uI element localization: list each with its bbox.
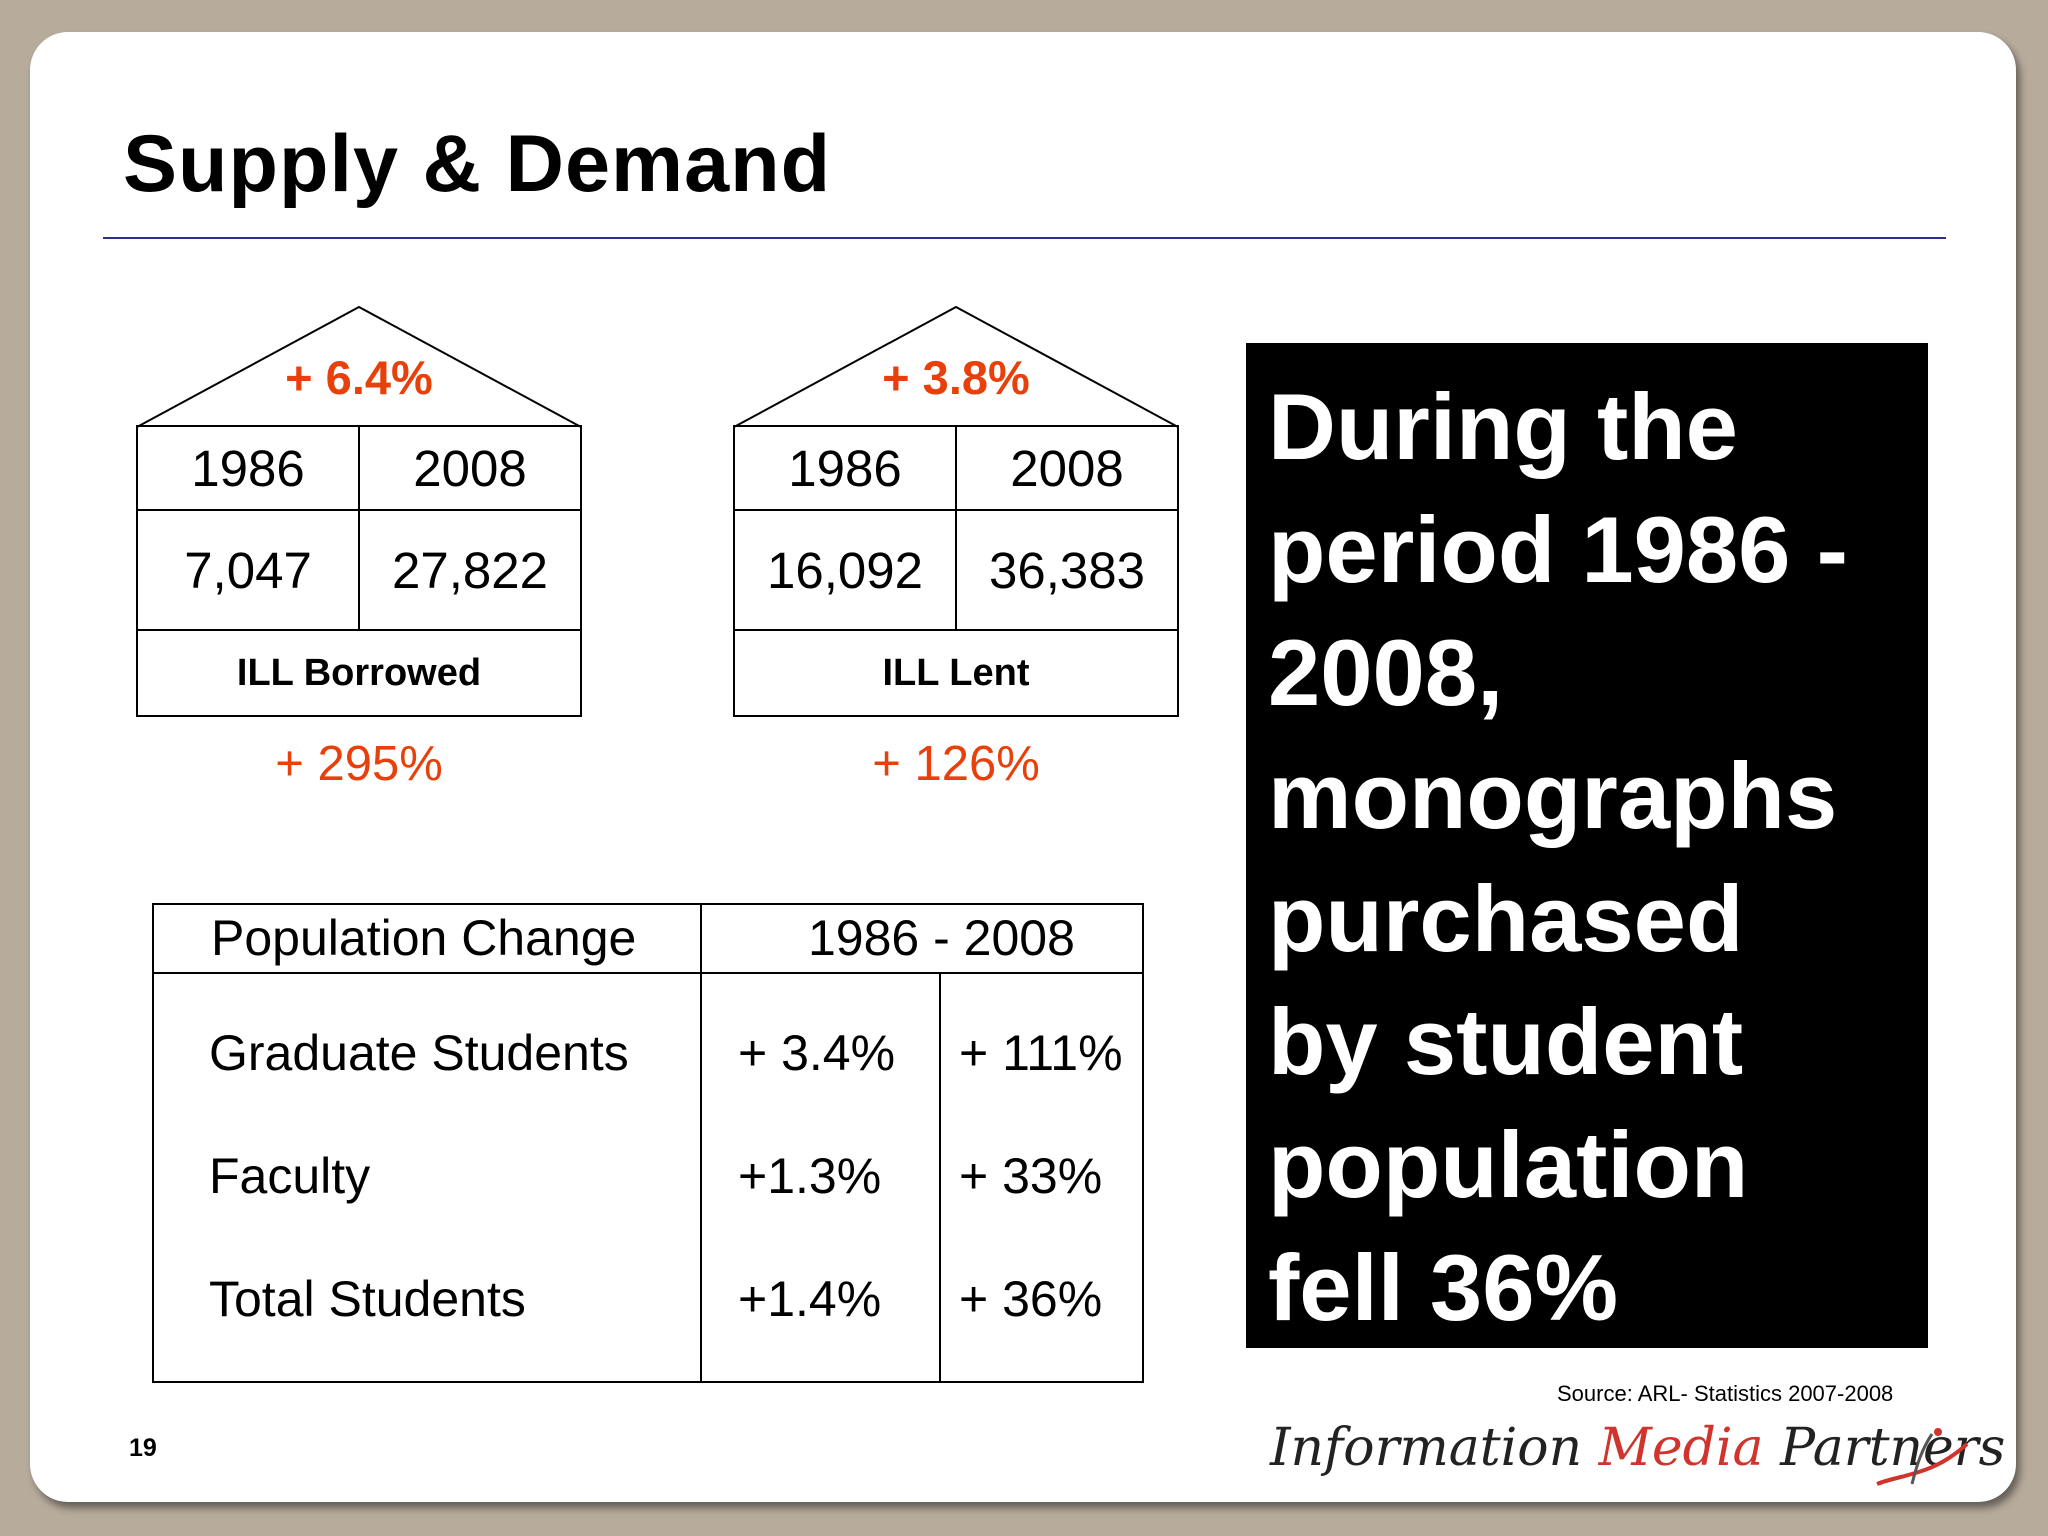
slide-title: Supply & Demand xyxy=(123,119,832,209)
row-label: Graduate Students xyxy=(209,1025,629,1081)
year-row: 1986 2008 xyxy=(138,427,580,511)
lent-top-percent: + 3.8% xyxy=(882,351,1030,404)
header-divider xyxy=(154,972,1142,974)
column-divider xyxy=(700,905,702,1381)
callout-line: by student xyxy=(1268,989,1744,1094)
row-value-a: +1.3% xyxy=(738,1148,882,1204)
borrowed-bottom-percent: + 295% xyxy=(275,737,443,791)
borrowed-top-percent: + 6.4% xyxy=(285,351,433,404)
row-value-b: + 111% xyxy=(959,1025,1123,1081)
value-cell: 27,822 xyxy=(358,511,580,629)
title-divider xyxy=(103,237,1946,239)
ill-borrowed-house: + 6.4% 1986 2008 7,047 27,822 ILL Borrow… xyxy=(136,306,582,791)
logo-word: Media xyxy=(1598,1418,1764,1478)
column-divider xyxy=(939,972,941,1381)
callout-text: During the period 1986 - 2008, monograph… xyxy=(1268,365,1918,1349)
year-cell: 2008 xyxy=(358,427,580,509)
page-number: 19 xyxy=(129,1434,157,1462)
year-cell: 1986 xyxy=(191,440,305,497)
callout-line: fell 36% xyxy=(1268,1235,1619,1340)
value-row: 16,092 36,383 xyxy=(735,511,1177,631)
value-cell: 36,383 xyxy=(955,511,1177,629)
company-logo-text: Information Media Partners xyxy=(1270,1418,2005,1478)
callout-box: During the period 1986 - 2008, monograph… xyxy=(1246,343,1928,1348)
callout-line: monographs xyxy=(1268,743,1838,848)
callout-line: During the xyxy=(1268,374,1738,479)
ill-lent-house: + 3.8% 1986 2008 16,092 36,383 ILL Lent … xyxy=(733,306,1179,791)
header-year-range: 1986 - 2008 xyxy=(808,910,1075,966)
roof-shape xyxy=(733,306,1179,428)
row-value-b: + 33% xyxy=(959,1148,1103,1204)
borrowed-label: ILL Borrowed xyxy=(236,652,482,694)
value-cell: 16,092 xyxy=(767,542,923,599)
logo-word: Information xyxy=(1270,1418,1583,1478)
lent-bottom-percent: + 126% xyxy=(872,737,1040,791)
row-value-a: +1.4% xyxy=(738,1271,882,1327)
year-cell: 2008 xyxy=(955,427,1177,509)
callout-line: purchased xyxy=(1268,866,1744,971)
source-note: Source: ARL- Statistics 2007-2008 xyxy=(1557,1381,1894,1406)
year-cell: 1986 xyxy=(788,440,902,497)
value-row: 7,047 27,822 xyxy=(138,511,580,631)
row-value-a: + 3.4% xyxy=(738,1025,896,1081)
logo-word: Partners xyxy=(1780,1418,2006,1478)
borrowed-table: 1986 2008 7,047 27,822 ILL Borrowed xyxy=(136,425,582,717)
year-row: 1986 2008 xyxy=(735,427,1177,511)
callout-line: population xyxy=(1268,1112,1749,1217)
row-label: Total Students xyxy=(209,1271,526,1327)
lent-table: 1986 2008 16,092 36,383 ILL Lent xyxy=(733,425,1179,717)
callout-line: period 1986 - xyxy=(1268,497,1848,602)
header-population-change: Population Change xyxy=(211,910,637,966)
row-value-b: + 36% xyxy=(959,1271,1103,1327)
callout-line: 2008, xyxy=(1268,620,1504,725)
value-cell: 7,047 xyxy=(184,542,312,599)
row-label: Faculty xyxy=(209,1148,371,1204)
population-change-table: Population Change 1986 - 2008 Graduate S… xyxy=(152,903,1144,1383)
lent-label: ILL Lent xyxy=(882,652,1030,694)
roof-shape xyxy=(136,306,582,428)
logo-swoosh-icon xyxy=(1876,1428,1969,1486)
